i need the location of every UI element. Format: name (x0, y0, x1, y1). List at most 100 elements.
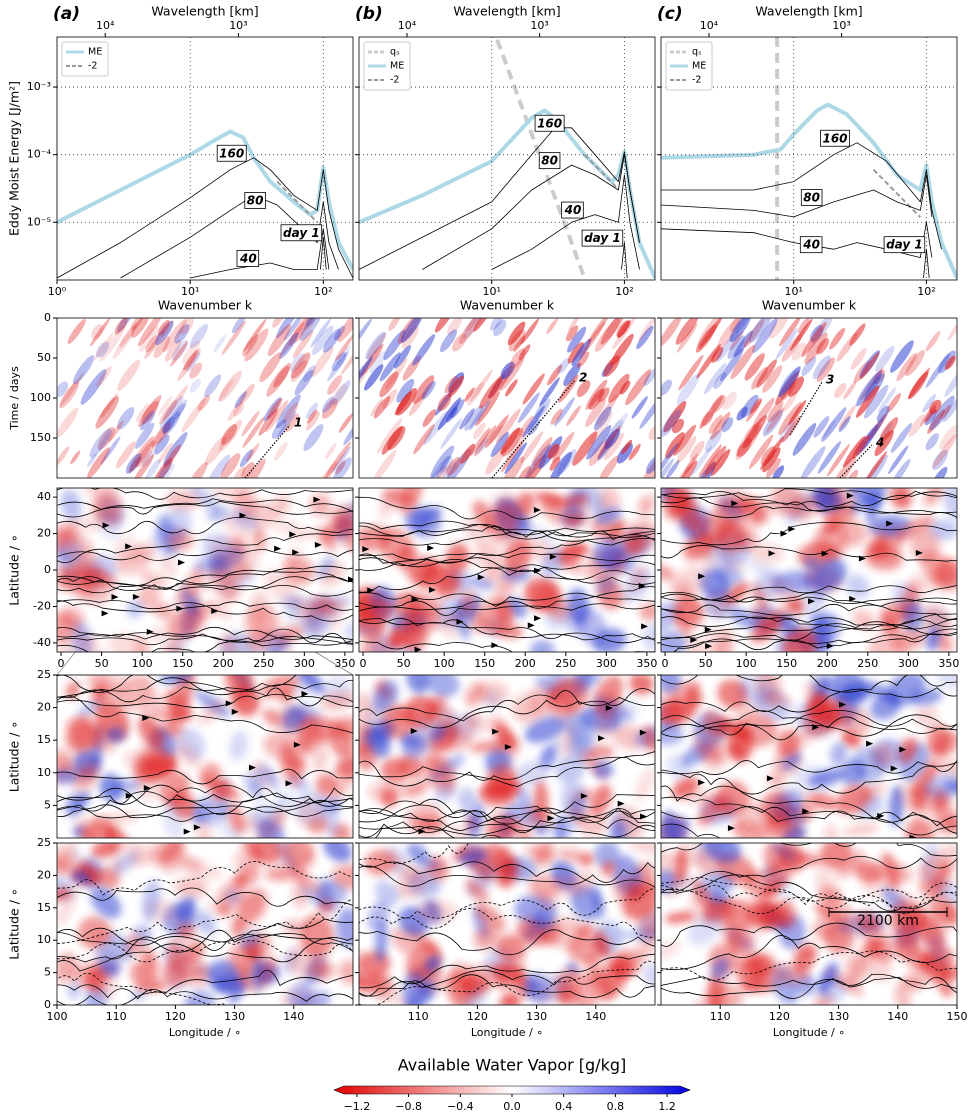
x-axis-label: Longitude / ∘ (471, 1026, 543, 1039)
y-tick-label: 10⁻³ (27, 80, 51, 93)
x-tick-label: 200 (213, 657, 234, 670)
plot-area (649, 823, 979, 1018)
x-tick-label: 350 (636, 657, 657, 670)
x-tick-label: 110 (710, 1010, 731, 1023)
x-tick-label: 130 (224, 1010, 245, 1023)
legend-label: -2 (88, 61, 97, 72)
y-tick-label: 40 (37, 490, 51, 503)
plot-area (650, 306, 969, 496)
x-tick-label: 110 (106, 1010, 127, 1023)
x-tick-label: 150 (172, 657, 193, 670)
plot-area (45, 476, 406, 673)
x-tick-label: 140 (887, 1010, 908, 1023)
x-tick-label: 10⁰ (48, 285, 67, 298)
y-tick-label: 20 (37, 868, 51, 881)
x-tick-label: 0 (58, 657, 65, 670)
x-tick-label: 200 (817, 657, 838, 670)
x-tick-label: −0.8 (395, 1100, 422, 1113)
plot-area (53, 301, 365, 498)
x2-tick-label: 10⁴ (398, 19, 417, 32)
x2-tick-label: 10³ (530, 19, 548, 32)
series-label: day 1 (886, 238, 923, 252)
y-tick-label: 20 (37, 527, 51, 540)
x-tick-label: 140 (585, 1010, 606, 1023)
x-tick-label: 10² (314, 285, 332, 298)
series-label: 80 (541, 154, 558, 168)
x-tick-label: 250 (857, 657, 878, 670)
panel-label: (c) (657, 4, 683, 24)
annotation: 1 (294, 416, 302, 430)
x-tick-label: 10¹ (784, 285, 802, 298)
x-tick-label: 100 (132, 657, 153, 670)
y-tick-label: 5 (44, 966, 51, 979)
x-axis-label: Longitude / ∘ (169, 1026, 241, 1039)
plot-area (647, 660, 979, 857)
x-tick-label: 10² (615, 285, 633, 298)
x-tick-label: 300 (898, 657, 919, 670)
y-tick-label: -20 (33, 599, 51, 612)
x-tick-label: −1.2 (344, 1100, 371, 1113)
x-tick-label: 50 (699, 657, 713, 670)
series-label: 40 (564, 203, 582, 217)
x2-axis-label: Wavelength [km] (755, 4, 862, 19)
y-axis-label: Latitude / ∘ (7, 888, 22, 959)
series-label: 40 (239, 251, 257, 265)
x-tick-label: 1.2 (658, 1100, 676, 1113)
y-tick-label: 25 (37, 836, 51, 849)
x-tick-label: 0.0 (503, 1100, 521, 1113)
colorbar (334, 1086, 690, 1094)
legend-label: ME (88, 47, 102, 58)
plot-area (642, 471, 979, 670)
x-tick-label: 150 (474, 657, 495, 670)
legend-label: -2 (390, 75, 399, 86)
series-label: day 1 (584, 231, 621, 245)
colorbar-title: Available Water Vapor [g/kg] (398, 1056, 626, 1075)
x-tick-label: 130 (828, 1010, 849, 1023)
x-tick-label: 10¹ (482, 285, 500, 298)
y-tick-label: 15 (37, 901, 51, 914)
x-axis-label: Wavenumber k (460, 298, 555, 313)
legend-label: -2 (692, 75, 701, 86)
series-label: 80 (247, 194, 264, 208)
y-tick-label: 10⁻⁴ (27, 148, 52, 161)
x-tick-label: 120 (165, 1010, 186, 1023)
y-tick-label: 50 (37, 351, 51, 364)
plot-area (347, 807, 702, 1020)
x2-axis-label: Wavelength [km] (453, 4, 560, 19)
x-tick-label: −0.4 (447, 1100, 474, 1113)
y-tick-label: 150 (30, 431, 51, 444)
x-axis-label: Longitude / ∘ (773, 1026, 845, 1039)
x-axis-label: Wavenumber k (762, 298, 857, 313)
series-label: 80 (803, 190, 820, 204)
plot-area (45, 657, 402, 854)
x-tick-label: 100 (47, 1010, 68, 1023)
x-tick-label: 0.4 (555, 1100, 573, 1113)
x-tick-label: 250 (555, 657, 576, 670)
x2-tick-label: 10³ (832, 19, 850, 32)
plot-area (346, 303, 668, 495)
y-tick-label: -40 (33, 636, 51, 649)
x2-tick-label: 10⁴ (700, 19, 719, 32)
x-tick-label: 130 (526, 1010, 547, 1023)
annotation: 2100 km (857, 913, 919, 929)
series-label: 40 (802, 238, 820, 252)
y-tick-label: 10 (37, 766, 51, 779)
x-tick-label: 10¹ (181, 285, 199, 298)
plot-area (341, 659, 711, 851)
y-tick-label: 100 (30, 391, 51, 404)
y-axis-label: Time / days (8, 366, 21, 431)
y-tick-label: 25 (37, 668, 51, 681)
series-label: day 1 (283, 226, 320, 240)
x2-axis-label: Wavelength [km] (151, 4, 258, 19)
figure: 10⁻⁵10⁻⁴10⁻³Eddy Moist Energy [J/m²]10⁰1… (0, 0, 979, 1118)
x-tick-label: 0 (662, 657, 669, 670)
x-tick-label: 50 (397, 657, 411, 670)
y-axis-label: Latitude / ∘ (7, 721, 22, 792)
x-tick-label: 120 (467, 1010, 488, 1023)
annotation: 4 (875, 436, 884, 450)
series-label: 160 (537, 116, 562, 130)
x-tick-label: 150 (947, 1010, 968, 1023)
y-axis-label: Eddy Moist Energy [J/m²] (7, 81, 22, 236)
x-tick-label: 10² (917, 285, 935, 298)
y-tick-label: 20 (37, 701, 51, 714)
